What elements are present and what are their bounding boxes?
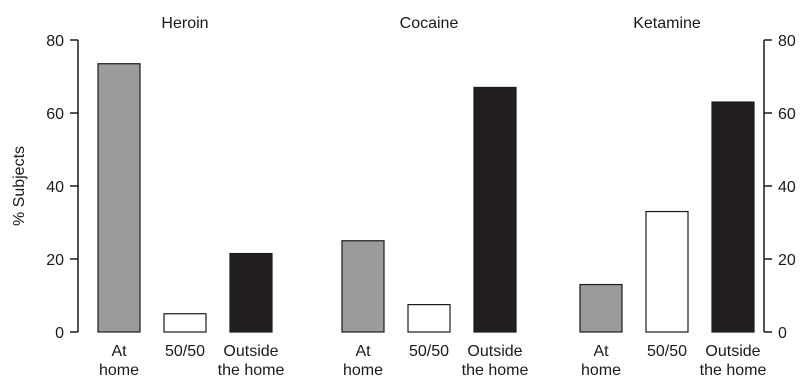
- category-label: the home: [462, 362, 529, 379]
- group-title-heroin: Heroin: [161, 15, 208, 32]
- right-tick-label: 80: [778, 33, 796, 50]
- bars: [97, 63, 755, 333]
- bar-cocaine-1: [407, 304, 451, 333]
- category-label: home: [343, 362, 383, 379]
- group-title-ketamine: Ketamine: [633, 15, 701, 32]
- left-tick-label: 20: [46, 252, 64, 269]
- right-tick-label: 40: [778, 179, 796, 196]
- right-y-ticks: 0 20 40 60 80: [764, 33, 796, 342]
- category-label: home: [581, 362, 621, 379]
- category-labels: At home 50/50 Outside the home At home 50/50 Out…: [99, 343, 766, 379]
- category-label: 50/50: [409, 343, 449, 360]
- category-label: 50/50: [165, 343, 205, 360]
- bar-ketamine-2: [711, 101, 755, 333]
- right-tick-label: 0: [778, 325, 787, 342]
- bar-cocaine-0: [341, 240, 385, 333]
- bar-heroin-1: [163, 313, 207, 333]
- category-label: At: [355, 343, 371, 360]
- group-titles: Heroin Cocaine Ketamine: [161, 15, 700, 32]
- left-tick-label: 60: [46, 106, 64, 123]
- group-title-cocaine: Cocaine: [400, 15, 459, 32]
- category-label: the home: [700, 362, 767, 379]
- category-label: 50/50: [647, 343, 687, 360]
- category-label: the home: [218, 362, 285, 379]
- category-label: Outside: [705, 343, 760, 360]
- category-label: Outside: [223, 343, 278, 360]
- category-label: home: [99, 362, 139, 379]
- bar-heroin-0: [97, 63, 141, 333]
- left-tick-label: 80: [46, 33, 64, 50]
- left-tick-label: 0: [55, 325, 64, 342]
- right-tick-label: 20: [778, 252, 796, 269]
- category-label: Outside: [467, 343, 522, 360]
- bar-ketamine-1: [645, 210, 689, 333]
- bar-heroin-2: [229, 252, 273, 333]
- bar-cocaine-2: [473, 86, 517, 333]
- category-label: At: [593, 343, 609, 360]
- y-axis-title: % Subjects: [11, 146, 28, 226]
- left-y-ticks: 0 20 40 60 80: [46, 33, 78, 342]
- bar-ketamine-0: [579, 283, 623, 333]
- category-label: At: [111, 343, 127, 360]
- right-tick-label: 60: [778, 106, 796, 123]
- left-tick-label: 40: [46, 179, 64, 196]
